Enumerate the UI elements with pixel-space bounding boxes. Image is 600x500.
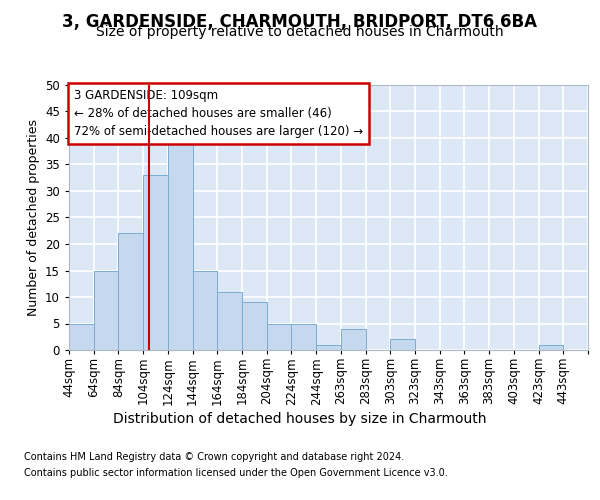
Bar (168, 144, 193, 350)
Bar (539, 344, 563, 350)
Text: Contains HM Land Registry data © Crown copyright and database right 2024.: Contains HM Land Registry data © Crown c… (24, 452, 404, 462)
Text: Size of property relative to detached houses in Charmouth: Size of property relative to detached ho… (96, 25, 504, 39)
Text: Distribution of detached houses by size in Charmouth: Distribution of detached houses by size … (113, 412, 487, 426)
Bar (193, 270, 217, 350)
Text: 3 GARDENSIDE: 109sqm
← 28% of detached houses are smaller (46)
72% of semi-detac: 3 GARDENSIDE: 109sqm ← 28% of detached h… (74, 89, 364, 138)
Bar (217, 292, 242, 350)
Bar (316, 344, 341, 350)
Bar (267, 324, 292, 350)
Bar (143, 175, 168, 350)
Text: 3, GARDENSIDE, CHARMOUTH, BRIDPORT, DT6 6BA: 3, GARDENSIDE, CHARMOUTH, BRIDPORT, DT6 … (62, 12, 538, 30)
Bar (94, 270, 118, 350)
Text: Contains public sector information licensed under the Open Government Licence v3: Contains public sector information licen… (24, 468, 448, 477)
Bar (341, 329, 365, 350)
Bar (69, 324, 94, 350)
Bar (292, 324, 316, 350)
Bar (118, 234, 143, 350)
Bar (390, 340, 415, 350)
Bar (242, 302, 267, 350)
Y-axis label: Number of detached properties: Number of detached properties (26, 119, 40, 316)
